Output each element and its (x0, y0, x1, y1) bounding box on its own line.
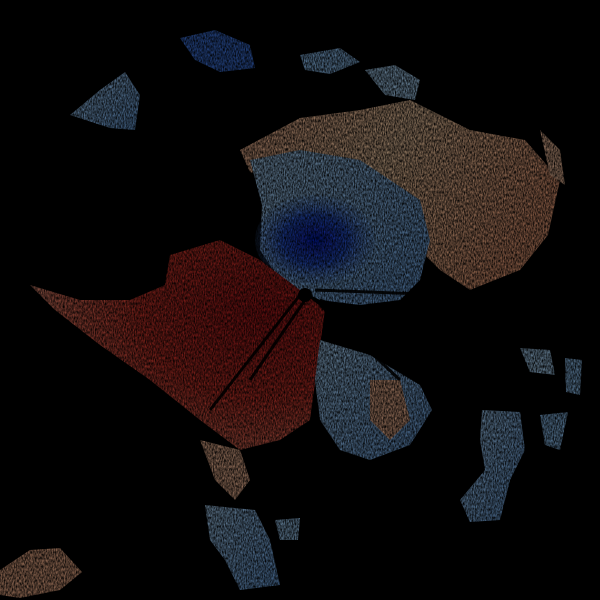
blocked-radial (318, 303, 402, 382)
echo-patch (460, 410, 525, 522)
blocked-radial (248, 299, 307, 381)
outbound-patch (370, 380, 410, 440)
echo-patch (540, 130, 565, 185)
echo-layer (0, 30, 582, 598)
echo-patch (70, 72, 140, 130)
blocked-radial (319, 298, 421, 342)
echo-patch (200, 440, 250, 500)
echo-patch (275, 518, 300, 540)
echo-patch (365, 65, 420, 100)
echo-patch (205, 505, 280, 590)
beam-blockage (208, 288, 451, 411)
echo-patch (540, 412, 568, 450)
echo-patch (300, 48, 360, 74)
echo-patch (180, 30, 255, 72)
echo-patch (0, 548, 82, 598)
blocked-radial (208, 294, 302, 411)
echo-patch (520, 348, 555, 375)
radar-site (298, 288, 312, 302)
inbound-core (255, 195, 375, 285)
blocked-radial (314, 288, 451, 297)
outbound-strong-region (30, 240, 325, 450)
echo-patch (565, 358, 582, 395)
